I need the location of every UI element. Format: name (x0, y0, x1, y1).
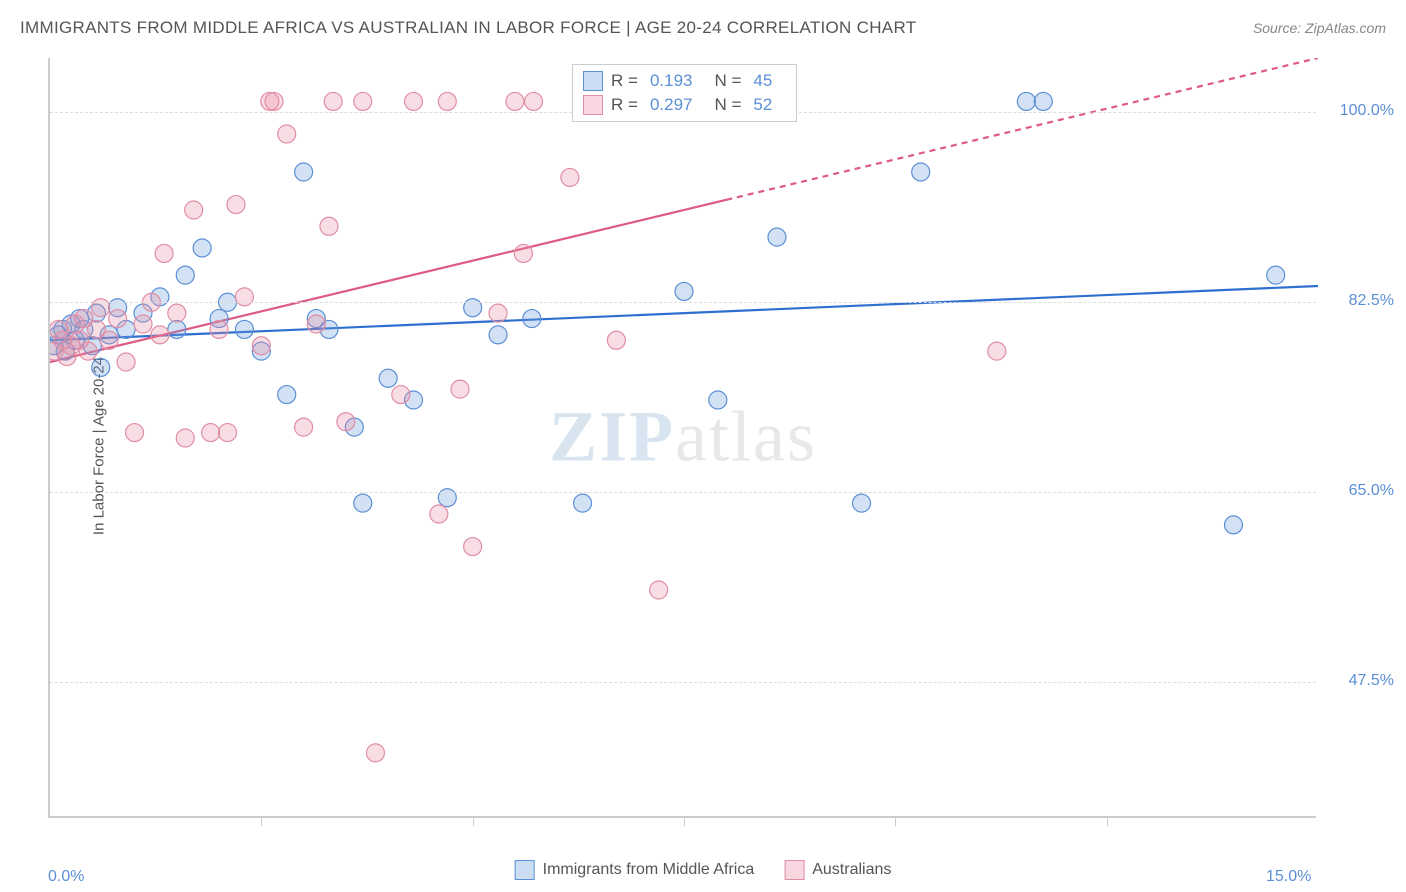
n-label: N = (714, 71, 741, 91)
y-tick-label: 100.0% (1340, 102, 1394, 120)
x-tick (684, 816, 685, 826)
swatch-pink-icon (583, 95, 603, 115)
y-tick-label: 82.5% (1349, 292, 1394, 310)
x-tick-label: 0.0% (48, 868, 84, 886)
title-row: IMMIGRANTS FROM MIDDLE AFRICA VS AUSTRAL… (20, 18, 1386, 38)
x-tick (895, 816, 896, 826)
series-legend: Immigrants from Middle Africa Australian… (515, 860, 892, 880)
y-tick-label: 47.5% (1349, 672, 1394, 690)
n-value-blue: 45 (753, 71, 772, 91)
gridline (50, 682, 1316, 683)
r-label: R = (611, 95, 638, 115)
gridline (50, 302, 1316, 303)
plot-area: ZIPatlas (48, 58, 1316, 818)
legend-item-blue: Immigrants from Middle Africa (515, 860, 755, 880)
x-tick-label: 15.0% (1266, 868, 1311, 886)
swatch-blue-icon (583, 71, 603, 91)
source-label: Source: ZipAtlas.com (1253, 20, 1386, 36)
correlation-row-pink: R = 0.297 N = 52 (583, 93, 786, 117)
chart-title: IMMIGRANTS FROM MIDDLE AFRICA VS AUSTRAL… (20, 18, 916, 38)
n-value-pink: 52 (753, 95, 772, 115)
legend-label-pink: Australians (812, 861, 891, 879)
correlation-legend: R = 0.193 N = 45 R = 0.297 N = 52 (572, 64, 797, 122)
n-label: N = (714, 95, 741, 115)
r-value-pink: 0.297 (650, 95, 693, 115)
y-tick-label: 65.0% (1349, 482, 1394, 500)
r-label: R = (611, 71, 638, 91)
swatch-blue-icon (515, 860, 535, 880)
r-value-blue: 0.193 (650, 71, 693, 91)
gridline (50, 492, 1316, 493)
legend-label-blue: Immigrants from Middle Africa (543, 861, 755, 879)
correlation-row-blue: R = 0.193 N = 45 (583, 69, 786, 93)
legend-item-pink: Australians (784, 860, 891, 880)
x-tick (473, 816, 474, 826)
scatter-svg (50, 58, 1318, 818)
x-tick (1107, 816, 1108, 826)
swatch-pink-icon (784, 860, 804, 880)
x-tick (261, 816, 262, 826)
